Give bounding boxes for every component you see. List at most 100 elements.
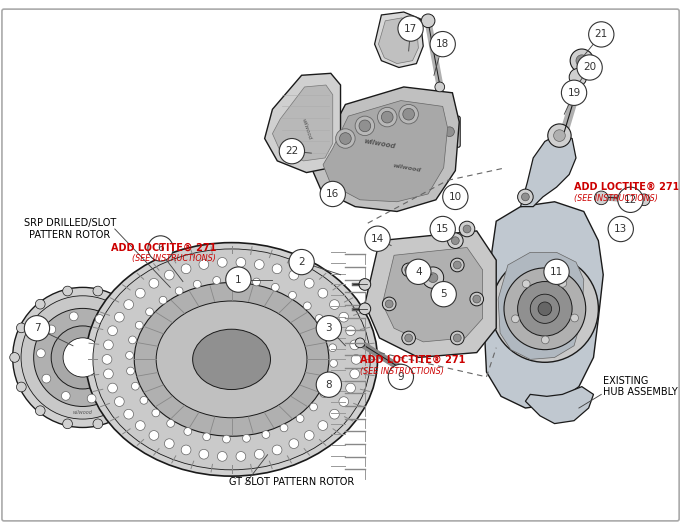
Circle shape — [561, 80, 587, 105]
Circle shape — [350, 340, 360, 350]
Circle shape — [459, 221, 475, 237]
Circle shape — [108, 326, 118, 335]
Polygon shape — [498, 252, 584, 359]
Circle shape — [402, 331, 416, 345]
Circle shape — [577, 55, 602, 80]
Circle shape — [181, 264, 191, 273]
Circle shape — [346, 383, 356, 393]
Polygon shape — [379, 18, 419, 64]
Circle shape — [594, 191, 608, 205]
Circle shape — [120, 299, 130, 309]
Circle shape — [181, 445, 191, 455]
Circle shape — [359, 279, 371, 290]
Circle shape — [316, 315, 342, 341]
Circle shape — [339, 397, 349, 407]
Text: 16: 16 — [326, 189, 340, 199]
Circle shape — [104, 369, 113, 379]
Circle shape — [504, 268, 586, 350]
Circle shape — [63, 338, 102, 377]
Circle shape — [359, 120, 371, 131]
Circle shape — [115, 312, 124, 322]
Circle shape — [233, 276, 241, 284]
Circle shape — [399, 104, 419, 124]
Circle shape — [218, 258, 227, 267]
Text: 10: 10 — [449, 192, 462, 202]
FancyBboxPatch shape — [439, 116, 460, 147]
Text: wilwood: wilwood — [363, 138, 396, 149]
Circle shape — [463, 225, 471, 233]
Text: 3: 3 — [326, 323, 332, 333]
Text: 17: 17 — [404, 23, 417, 33]
Circle shape — [330, 359, 337, 367]
Circle shape — [355, 116, 374, 136]
Ellipse shape — [156, 301, 307, 418]
Circle shape — [218, 452, 227, 461]
Circle shape — [146, 308, 153, 316]
Polygon shape — [312, 87, 459, 211]
Circle shape — [350, 369, 360, 379]
Circle shape — [398, 16, 424, 41]
Circle shape — [135, 288, 145, 298]
Text: EXISTING
HUB ASSEMBLY: EXISTING HUB ASSEMBLY — [603, 376, 678, 398]
Circle shape — [307, 146, 316, 156]
Circle shape — [522, 280, 530, 288]
Circle shape — [17, 323, 26, 333]
Text: ADD LOCTITE® 271: ADD LOCTITE® 271 — [111, 242, 216, 252]
Circle shape — [544, 259, 569, 285]
Circle shape — [454, 261, 461, 269]
Text: ADD LOCTITE® 271: ADD LOCTITE® 271 — [360, 355, 466, 365]
Circle shape — [132, 382, 139, 390]
Circle shape — [522, 193, 529, 201]
Text: 8: 8 — [326, 379, 332, 390]
Circle shape — [336, 129, 355, 148]
Polygon shape — [323, 101, 447, 202]
Circle shape — [88, 394, 96, 403]
Circle shape — [149, 278, 159, 288]
Circle shape — [129, 336, 137, 344]
Circle shape — [51, 326, 114, 389]
Circle shape — [428, 273, 438, 282]
Circle shape — [36, 349, 46, 358]
Circle shape — [451, 331, 464, 345]
Circle shape — [517, 281, 572, 336]
Circle shape — [589, 22, 614, 47]
Circle shape — [318, 421, 328, 430]
Text: wilwood: wilwood — [392, 163, 421, 173]
Circle shape — [611, 221, 626, 237]
Circle shape — [225, 267, 251, 292]
Circle shape — [120, 357, 129, 366]
Circle shape — [253, 278, 260, 286]
Circle shape — [149, 430, 159, 440]
Circle shape — [272, 264, 282, 273]
Circle shape — [548, 124, 571, 147]
Circle shape — [272, 284, 279, 291]
Text: (SEE INSTRUCTIONS): (SEE INSTRUCTIONS) — [360, 367, 444, 376]
Circle shape — [330, 299, 340, 310]
Polygon shape — [272, 85, 332, 161]
Circle shape — [303, 302, 312, 310]
Circle shape — [576, 55, 588, 67]
Text: 2: 2 — [298, 257, 305, 267]
Circle shape — [452, 237, 459, 244]
Circle shape — [315, 314, 323, 322]
Circle shape — [385, 300, 393, 308]
Circle shape — [638, 194, 650, 206]
Circle shape — [330, 409, 340, 419]
Text: 18: 18 — [436, 39, 449, 49]
Text: 4: 4 — [415, 267, 421, 277]
Circle shape — [152, 409, 160, 417]
Circle shape — [34, 308, 132, 407]
Circle shape — [108, 383, 118, 393]
Circle shape — [541, 336, 550, 344]
Circle shape — [517, 189, 533, 205]
Circle shape — [148, 236, 173, 261]
Ellipse shape — [93, 249, 370, 470]
Text: 22: 22 — [286, 146, 298, 156]
Ellipse shape — [134, 282, 329, 436]
Circle shape — [95, 315, 104, 323]
Circle shape — [569, 88, 583, 102]
Circle shape — [127, 367, 134, 375]
Text: 15: 15 — [436, 224, 449, 234]
Circle shape — [491, 255, 598, 363]
Circle shape — [272, 445, 282, 455]
